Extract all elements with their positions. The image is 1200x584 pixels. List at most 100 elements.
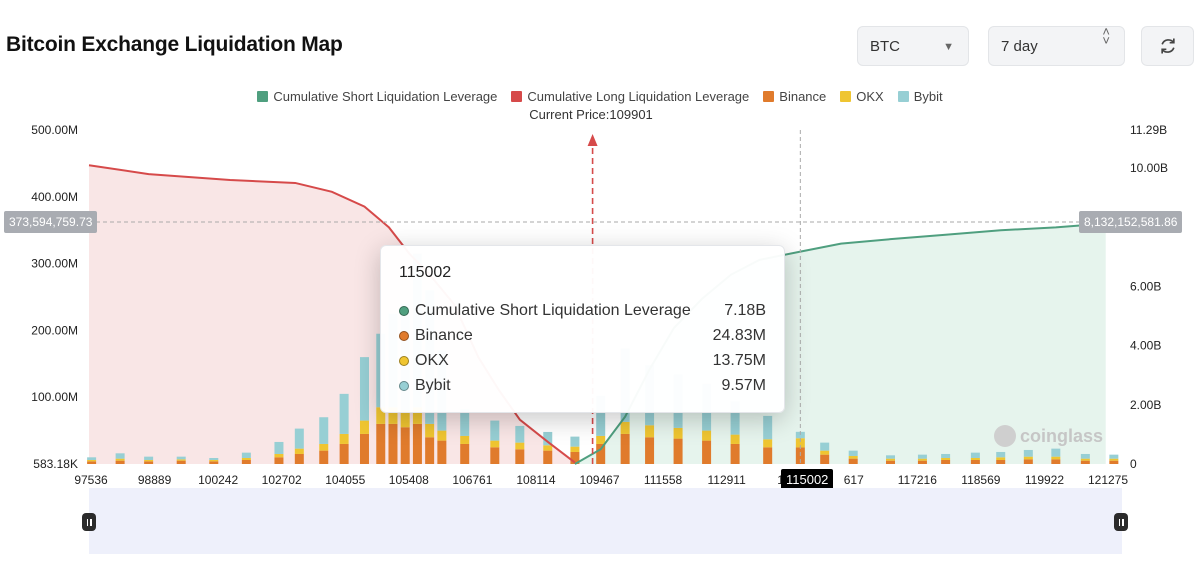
bar-bybit [848, 450, 858, 456]
bar-okx [400, 410, 410, 428]
right-axis-tick: 2.00B [1130, 398, 1161, 412]
bar-okx [848, 455, 858, 459]
bar-binance [645, 437, 655, 464]
range-slider-left-handle[interactable] [82, 513, 96, 531]
chart-tooltip: 115002 Cumulative Short Liquidation Leve… [380, 245, 785, 413]
tooltip-label: Binance [415, 326, 473, 344]
bar-bybit [460, 409, 470, 436]
legend-item[interactable]: OKX [840, 89, 884, 104]
bar-binance [917, 460, 927, 464]
symbol-select[interactable]: BTC ▼ [857, 26, 969, 66]
bar-binance [87, 461, 97, 464]
bar-binance [176, 460, 186, 464]
x-axis-tick: 109467 [579, 473, 619, 487]
bar-binance [820, 454, 830, 464]
bar-okx [596, 435, 606, 444]
symbol-select-value: BTC [870, 37, 900, 55]
legend-item[interactable]: Bybit [897, 89, 943, 104]
bar-bybit [274, 441, 284, 454]
coinglass-logo-icon [994, 425, 1016, 447]
bar-binance [339, 443, 349, 464]
x-axis-tick: 106761 [452, 473, 492, 487]
bar-bybit [763, 415, 773, 440]
bar-binance [241, 459, 251, 464]
bar-okx [87, 459, 97, 462]
legend-item[interactable]: Binance [763, 89, 826, 104]
bar-okx [115, 458, 125, 461]
bar-bybit [570, 436, 580, 447]
tooltip-value: 7.18B [724, 301, 766, 319]
refresh-button[interactable] [1141, 26, 1194, 66]
tooltip-dot [399, 355, 409, 366]
bar-bybit [294, 428, 304, 449]
left-axis-tick: 500.00M [31, 123, 78, 137]
current-price-arrow [587, 134, 598, 146]
bar-okx [570, 446, 580, 452]
legend-swatch [897, 91, 909, 102]
tooltip-label: Cumulative Short Liquidation Leverage [415, 301, 691, 319]
bar-bybit [970, 452, 980, 458]
bar-okx [425, 423, 435, 438]
x-axis-tick: 119922 [1025, 473, 1064, 487]
tooltip-value: 9.57M [721, 376, 766, 394]
bar-binance [1109, 460, 1119, 464]
bar-okx [1051, 456, 1061, 460]
bar-okx [702, 430, 712, 441]
x-axis-tick: 102702 [262, 473, 302, 487]
bar-bybit [1051, 448, 1061, 457]
right-axis-tick: 11.29B [1130, 123, 1167, 137]
bar-binance [376, 423, 386, 464]
bar-okx [996, 457, 1006, 460]
legend-item[interactable]: Cumulative Short Liquidation Leverage [257, 89, 497, 104]
tooltip-title: 115002 [399, 264, 452, 281]
bar-okx [176, 459, 186, 461]
bar-bybit [144, 456, 154, 460]
legend-label: Bybit [913, 89, 943, 104]
bar-binance [673, 438, 683, 464]
bar-okx [388, 407, 398, 424]
bar-okx [941, 457, 951, 460]
x-axis-tick: 100242 [198, 473, 238, 487]
range-slider-track[interactable] [89, 488, 1122, 554]
page-title: Bitcoin Exchange Liquidation Map [6, 33, 343, 56]
bar-okx [359, 420, 369, 434]
range-select-value: 7 day [1001, 37, 1038, 55]
caret-down-icon: ▼ [943, 41, 954, 53]
bar-binance [412, 423, 422, 464]
legend-item[interactable]: Cumulative Long Liquidation Leverage [511, 89, 749, 104]
x-axis-tick: 104055 [325, 473, 365, 487]
bar-okx [1109, 458, 1119, 461]
bar-okx [620, 421, 630, 434]
bar-okx [209, 459, 219, 462]
range-slider-right-handle[interactable] [1114, 513, 1128, 531]
bar-binance [1080, 460, 1090, 464]
bar-binance [730, 443, 740, 464]
bar-okx [970, 457, 980, 460]
tooltip-row: Cumulative Short Liquidation Leverage 7.1… [399, 298, 766, 323]
bar-bybit [1080, 453, 1090, 459]
bar-okx [917, 458, 927, 461]
right-axis-tick: 0 [1130, 457, 1137, 471]
left-axis-tick: 200.00M [31, 323, 78, 337]
bar-bybit [795, 431, 805, 439]
bar-okx [294, 448, 304, 454]
bar-binance [359, 433, 369, 464]
bar-okx [460, 435, 470, 444]
bar-okx [274, 453, 284, 458]
bar-okx [319, 443, 329, 451]
x-axis-tick: 118569 [961, 473, 1000, 487]
left-axis-tick: 400.00M [31, 190, 78, 204]
bar-bybit [515, 425, 525, 443]
bar-binance [319, 450, 329, 464]
current-price-label: Current Price:109901 [529, 107, 653, 122]
bar-binance [620, 433, 630, 464]
bar-binance [570, 451, 580, 464]
bar-bybit [209, 457, 219, 460]
bar-bybit [241, 452, 251, 458]
tooltip-row: Binance 24.83M [399, 323, 766, 348]
crosshair-left-axis-label: 373,594,759.73 [4, 211, 98, 233]
bar-okx [490, 440, 500, 448]
bar-okx [730, 434, 740, 444]
range-select[interactable]: 7 day ˄ ˅ [988, 25, 1125, 66]
bar-binance [144, 461, 154, 464]
